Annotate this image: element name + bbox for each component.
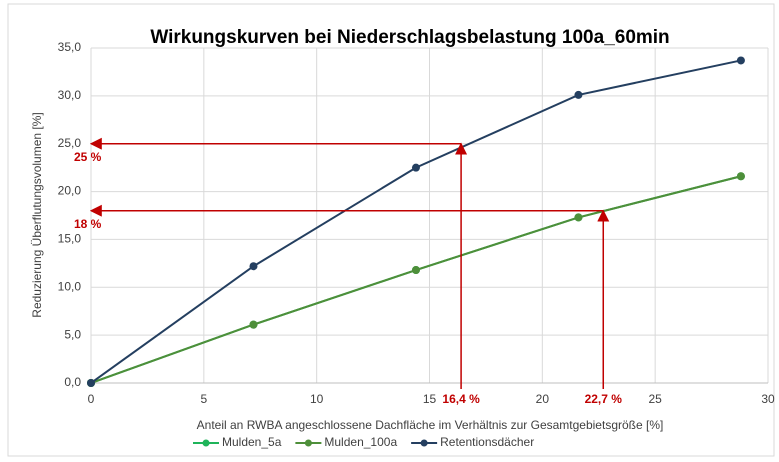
y-tick-label: 20,0	[58, 184, 82, 198]
legend-label: Retentionsdächer	[440, 435, 534, 449]
data-point	[411, 266, 420, 275]
y-tick-label: 5,0	[64, 327, 81, 341]
y-tick-label: 30,0	[58, 88, 82, 102]
legend-label: Mulden_100a	[324, 435, 397, 449]
y-tick-label: 35,0	[58, 40, 82, 54]
data-point	[574, 213, 583, 222]
legend-marker	[304, 439, 312, 447]
data-point	[736, 56, 745, 65]
chart-title: Wirkungskurven bei Niederschlagsbelastun…	[150, 27, 669, 48]
data-point	[411, 163, 420, 172]
annotation-label: 25 %	[74, 150, 102, 164]
y-tick-label: 10,0	[58, 279, 82, 293]
x-tick-label: 30	[761, 392, 775, 406]
x-tick-label: 20	[536, 392, 550, 406]
data-point	[87, 379, 95, 387]
x-tick-label: 0	[88, 392, 95, 406]
y-axis-label: Reduzierung Überflutungsvolumen [%]	[30, 112, 44, 317]
y-tick-label: 15,0	[58, 232, 82, 246]
annotation-label: 22,7 %	[585, 392, 623, 406]
x-tick-label: 5	[200, 392, 207, 406]
data-point	[574, 90, 583, 99]
annotation-label: 18 %	[74, 217, 102, 231]
legend-label: Mulden_5a	[222, 435, 282, 449]
data-point	[736, 172, 745, 181]
y-tick-label: 25,0	[58, 136, 82, 150]
x-axis-label: Anteil an RWBA angeschlossene Dachfläche…	[197, 418, 664, 432]
x-tick-label: 10	[310, 392, 324, 406]
legend-marker	[202, 439, 210, 447]
legend-marker	[420, 439, 428, 447]
x-tick-label: 15	[423, 392, 437, 406]
chart-frame	[7, 3, 775, 457]
annotation-label: 16,4 %	[442, 392, 480, 406]
y-tick-label: 0,0	[64, 375, 81, 389]
data-point	[249, 262, 258, 271]
x-tick-label: 25	[648, 392, 662, 406]
data-point	[249, 320, 258, 329]
